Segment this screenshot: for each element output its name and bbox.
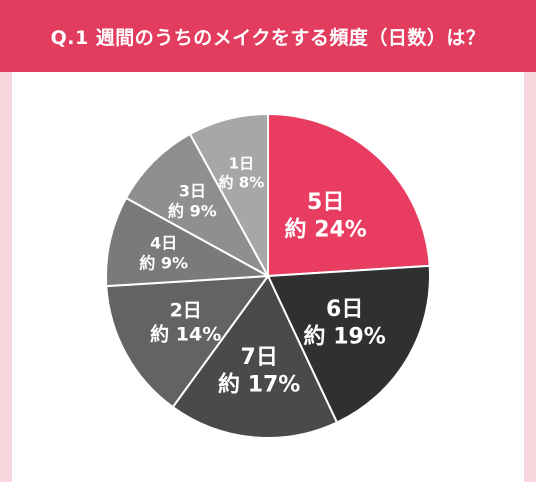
slice-day-label: 1日 (229, 155, 254, 173)
slice-day-label: 6日 (326, 297, 363, 322)
slice-day-label: 7日 (241, 345, 278, 370)
pie-slice-7 (188, 112, 269, 277)
slice-percent-label: 約 9% (168, 201, 217, 220)
pie-chart: 5日約 24%6日約 19%7日約 17%2日約 14%4日約 9%3日約 9%… (105, 112, 431, 439)
chart-panel: 5日約 24% 6日約 19% 7日約 17% 2日約 14% 4日約 9% 3日約 9%… (12, 72, 524, 482)
pie-slice-1 (267, 112, 431, 278)
question-banner: Q.1 週間のうちのメイクをする頻度（日数）は？ (0, 0, 536, 72)
slice-percent-label: 約 19% (304, 323, 386, 349)
pie-slice-6 (124, 132, 271, 279)
slice-day-label: 2日 (170, 300, 202, 322)
pie-slice-2 (266, 264, 431, 424)
slice-day-label: 4日 (150, 234, 177, 253)
slice-percent-label: 約 9% (139, 254, 188, 273)
pie-slice-4 (105, 274, 271, 409)
slice-percent-label: 約 8% (219, 173, 265, 191)
slice-day-label: 5日 (307, 190, 344, 215)
slice-percent-label: 約 24% (285, 217, 367, 243)
question-title: Q.1 週間のうちのメイクをする頻度（日数）は？ (50, 26, 486, 49)
pie-slice-3 (171, 274, 339, 439)
pie-slice-5 (105, 196, 272, 288)
slice-day-label: 3日 (179, 181, 206, 200)
slice-percent-label: 約 17% (218, 372, 300, 398)
slice-percent-label: 約 14% (150, 322, 221, 345)
